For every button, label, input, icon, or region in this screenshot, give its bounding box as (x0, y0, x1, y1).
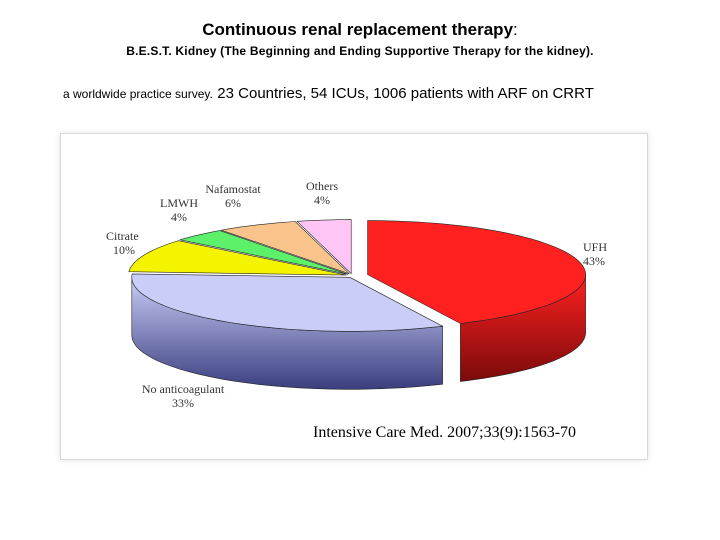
label-citrate: Citrate (106, 229, 139, 243)
survey-stats: 23 Countries, 54 ICUs, 1006 patients wit… (217, 85, 594, 102)
value-lmwh: 4% (171, 210, 187, 224)
label-others: Others (306, 179, 338, 193)
title-main: Continuous renal replacement therapy (202, 20, 514, 39)
label-ufh: UFH (583, 240, 607, 254)
pie-slice-ufh (367, 220, 586, 324)
pie-slice-lmwh (179, 230, 348, 275)
value-no-anticoagulant: 33% (172, 396, 194, 410)
citation: Intensive Care Med. 2007;33(9):1563-70 (313, 424, 577, 441)
value-nafamostat: 6% (225, 196, 241, 210)
value-others: 4% (314, 193, 330, 207)
value-citrate: 10% (113, 243, 135, 257)
label-no-anticoagulant: No anticoagulant (142, 382, 225, 396)
pie-slice-no-anticoagulant (131, 273, 444, 332)
pie-slice-others (296, 219, 352, 275)
pie-slice-nafamostat (220, 221, 350, 275)
label-nafamostat: Nafamostat (205, 182, 261, 196)
title-colon: : (513, 20, 518, 39)
slide-title: Continuous renal replacement therapy: (0, 20, 720, 40)
slide-subtitle: B.E.S.T. Kidney (The Beginning and Endin… (126, 44, 594, 58)
label-lmwh: LMWH (160, 196, 198, 210)
survey-description: a worldwide practice survey. (63, 87, 213, 101)
pie-slice-citrate (128, 240, 347, 276)
value-ufh: 43% (583, 254, 605, 268)
pie-top-faces (128, 219, 586, 332)
survey-line: a worldwide practice survey. 23 Countrie… (63, 85, 594, 103)
